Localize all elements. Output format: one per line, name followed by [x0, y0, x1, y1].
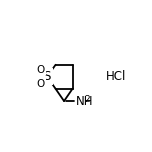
Text: O: O	[37, 65, 45, 75]
Text: S: S	[43, 70, 51, 83]
Text: O: O	[37, 79, 45, 89]
Text: HCl: HCl	[106, 70, 126, 83]
Text: 2: 2	[85, 95, 90, 104]
Text: NH: NH	[76, 95, 93, 108]
